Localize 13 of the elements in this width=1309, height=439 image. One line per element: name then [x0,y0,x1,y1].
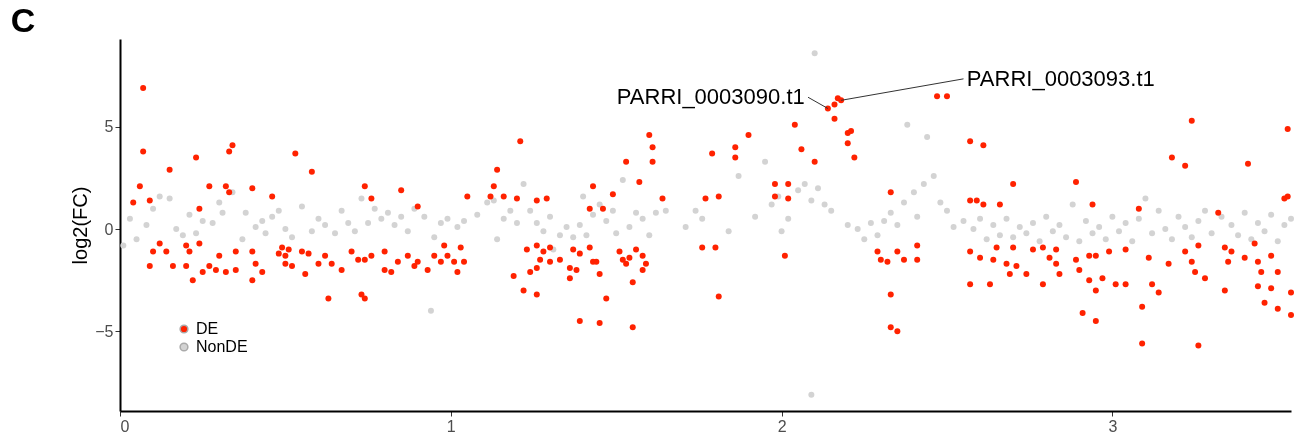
x-tick-label: 2 [777,417,787,435]
annotation: PARRI_0003093.t1 [966,65,1155,91]
chart-title: C [10,1,36,39]
annotation: PARRI_0003090.t1 [616,84,805,110]
x-tick-label: 0 [120,417,130,435]
y-tick-label: 5 [104,118,114,136]
y-axis-title: log2(FC) [69,186,92,265]
x-tick-label: 1 [446,417,456,435]
legend-label: DE [196,320,219,337]
y-tick-label: 0 [104,220,114,238]
y-tick-label: −5 [95,322,114,340]
x-tick-label: 3 [1108,417,1118,435]
legend-label: NonDE [196,338,248,355]
